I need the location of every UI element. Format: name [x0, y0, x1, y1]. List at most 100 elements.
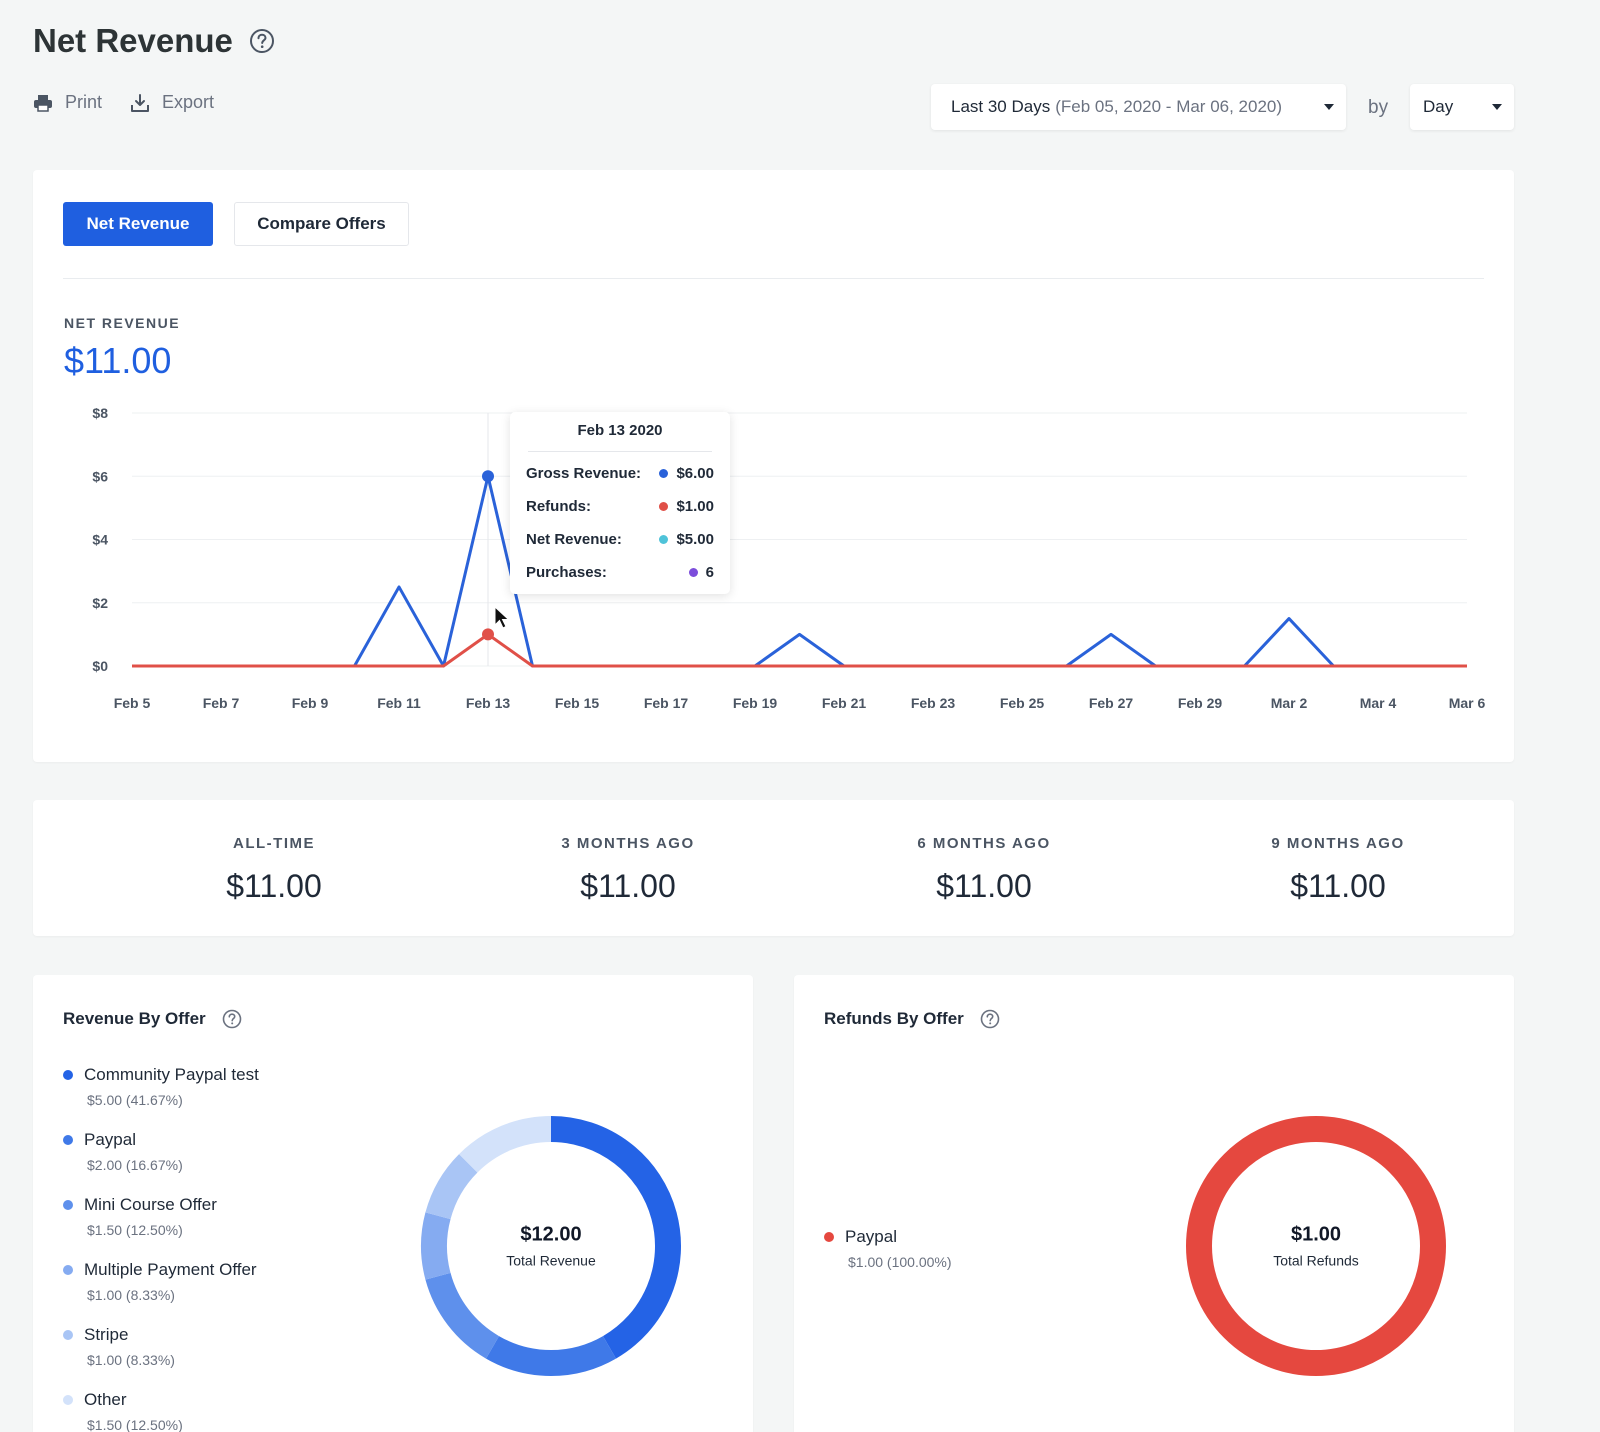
line-chart[interactable]: $0 $2 $4 $6 $8 Feb 5 Feb 7 Feb 9 Feb 11 Feb 13 Feb…: [33, 170, 1514, 762]
stat-label: 3 MONTHS AGO: [561, 835, 695, 852]
legend-item-name: Paypal: [824, 1227, 952, 1247]
print-button[interactable]: Print: [33, 92, 102, 113]
tooltip-row-value: $6.00: [676, 465, 714, 482]
tooltip-title: Feb 13 2020: [528, 412, 712, 452]
stat-value: $11.00: [936, 868, 1032, 904]
stat-label: 6 MONTHS AGO: [917, 835, 1051, 852]
export-button[interactable]: Export: [130, 92, 214, 113]
y-tick-label: $0: [92, 658, 108, 674]
x-tick-label: Feb 29: [1178, 695, 1223, 711]
legend-item-label: Multiple Payment Offer: [84, 1260, 257, 1279]
legend-dot: [659, 502, 669, 511]
series-line[interactable]: [132, 632, 1467, 668]
panel-title: Refunds By Offer: [824, 1009, 1000, 1029]
panel-title: Revenue By Offer: [63, 1009, 242, 1029]
legend-item-label: Other: [84, 1390, 127, 1409]
donut-slice[interactable]: [486, 1335, 616, 1376]
legend-item[interactable]: Community Paypal test $5.00 (41.67%): [63, 1065, 259, 1130]
caret-down-icon: [1492, 104, 1502, 110]
panel-title-text: Revenue By Offer: [63, 1009, 206, 1028]
tooltip-row-value: $5.00: [676, 531, 714, 548]
donut-slice[interactable]: [425, 1154, 478, 1220]
date-range-label: Last 30 Days: [951, 97, 1051, 116]
export-label: Export: [162, 92, 215, 112]
tooltip-row-label: Refunds:: [526, 498, 591, 515]
legend-item[interactable]: Stripe $1.00 (8.33%): [63, 1325, 259, 1390]
x-tick-label: Feb 15: [555, 695, 600, 711]
legend-item-label: Mini Course Offer: [84, 1195, 217, 1214]
refunds-donut-chart[interactable]: [1185, 1115, 1447, 1377]
help-icon[interactable]: [249, 28, 275, 54]
legend-dot: [63, 1265, 73, 1275]
donut-slice[interactable]: [1186, 1116, 1446, 1376]
x-tick-label: Mar 4: [1360, 695, 1397, 711]
chart-tooltip: Feb 13 2020 Gross Revenue: $6.00 Refunds…: [510, 412, 730, 594]
date-range-dates: (Feb 05, 2020 - Mar 06, 2020): [1055, 97, 1283, 116]
legend-item-name: Mini Course Offer: [63, 1195, 259, 1215]
legend-dot: [688, 568, 698, 577]
revenue-by-offer-card: Revenue By Offer Community Paypal test $5…: [33, 975, 753, 1432]
download-icon: [131, 93, 150, 112]
legend-item[interactable]: Other $1.50 (12.50%): [63, 1390, 259, 1432]
legend-item-detail: $5.00 (41.67%): [87, 1092, 183, 1108]
date-range-select[interactable]: Last 30 Days (Feb 05, 2020 - Mar 06, 202…: [931, 84, 1346, 130]
stats-card: ALL-TIME $11.00 3 MONTHS AGO $11.00 6 MO…: [33, 800, 1514, 936]
donut-center: $1.00 Total Refunds: [1185, 1224, 1447, 1269]
caret-down-icon: [1324, 104, 1334, 110]
legend-item-name: Paypal: [63, 1130, 259, 1150]
divider: [63, 278, 1484, 279]
tooltip-row: Net Revenue: $5.00: [526, 531, 714, 548]
legend-item[interactable]: Multiple Payment Offer $1.00 (8.33%): [63, 1260, 259, 1325]
metric-value: $11.00: [64, 340, 172, 381]
legend-item-detail: $1.50 (12.50%): [87, 1222, 183, 1238]
tooltip-row: Purchases: 6: [526, 564, 714, 581]
toolbar: Print Export: [33, 92, 214, 113]
legend-item-label: Paypal: [845, 1227, 897, 1246]
legend-item-detail: $1.50 (12.50%): [87, 1417, 183, 1432]
legend-item-detail: $1.00 (100.00%): [848, 1254, 952, 1270]
legend-item-name: Multiple Payment Offer: [63, 1260, 259, 1280]
tooltip-row-label: Net Revenue:: [526, 531, 622, 548]
refunds-donut: $1.00 Total Refunds: [1185, 1115, 1447, 1377]
highlight-point[interactable]: [482, 470, 494, 483]
tab-compare-offers[interactable]: Compare Offers: [234, 202, 409, 246]
x-tick-label: Feb 17: [644, 695, 689, 711]
legend-dot: [659, 469, 669, 478]
x-tick-label: Feb 7: [203, 695, 240, 711]
print-label: Print: [65, 92, 103, 112]
donut-total-label: Total Revenue: [506, 1252, 596, 1269]
legend-item-detail: $1.00 (8.33%): [87, 1352, 175, 1368]
y-tick-label: $8: [92, 405, 108, 421]
legend-item-label: Community Paypal test: [84, 1065, 259, 1084]
x-tick-label: Mar 2: [1271, 695, 1308, 711]
legend-dot: [63, 1200, 73, 1210]
help-icon[interactable]: [222, 1009, 242, 1029]
tab-net-revenue[interactable]: Net Revenue: [63, 202, 213, 246]
legend-item-name: Community Paypal test: [63, 1065, 259, 1085]
revenue-legend: Community Paypal test $5.00 (41.67%) Paypa…: [63, 1065, 259, 1432]
metric-label: NET REVENUE: [64, 315, 181, 331]
legend-item[interactable]: Paypal $2.00 (16.67%): [63, 1130, 259, 1195]
donut-slice[interactable]: [550, 1116, 681, 1359]
legend-item-detail: $2.00 (16.67%): [87, 1157, 183, 1173]
stat-9-months: 9 MONTHS AGO $11.00: [1158, 800, 1518, 905]
x-tick-label: Feb 9: [292, 695, 329, 711]
y-tick-label: $4: [92, 532, 108, 548]
legend-item[interactable]: Paypal $1.00 (100.00%): [824, 1227, 952, 1292]
legend-dot: [63, 1070, 73, 1080]
donut-total-label: Total Refunds: [1273, 1252, 1359, 1269]
help-icon[interactable]: [980, 1009, 1000, 1029]
revenue-donut-chart[interactable]: [420, 1115, 682, 1377]
series-line[interactable]: [132, 474, 1467, 668]
group-by-select[interactable]: Day: [1410, 84, 1514, 130]
donut-slice[interactable]: [425, 1272, 500, 1359]
tooltip-row-value: $1.00: [676, 498, 714, 515]
legend-item[interactable]: Mini Course Offer $1.50 (12.50%): [63, 1195, 259, 1260]
donut-slice[interactable]: [421, 1212, 451, 1280]
highlight-point[interactable]: [482, 628, 494, 641]
donut-slice[interactable]: [459, 1116, 552, 1173]
x-tick-label: Feb 23: [911, 695, 956, 711]
tooltip-row-label: Gross Revenue:: [526, 465, 642, 482]
x-tick-label: Feb 21: [822, 695, 867, 711]
legend-dot: [824, 1232, 834, 1242]
